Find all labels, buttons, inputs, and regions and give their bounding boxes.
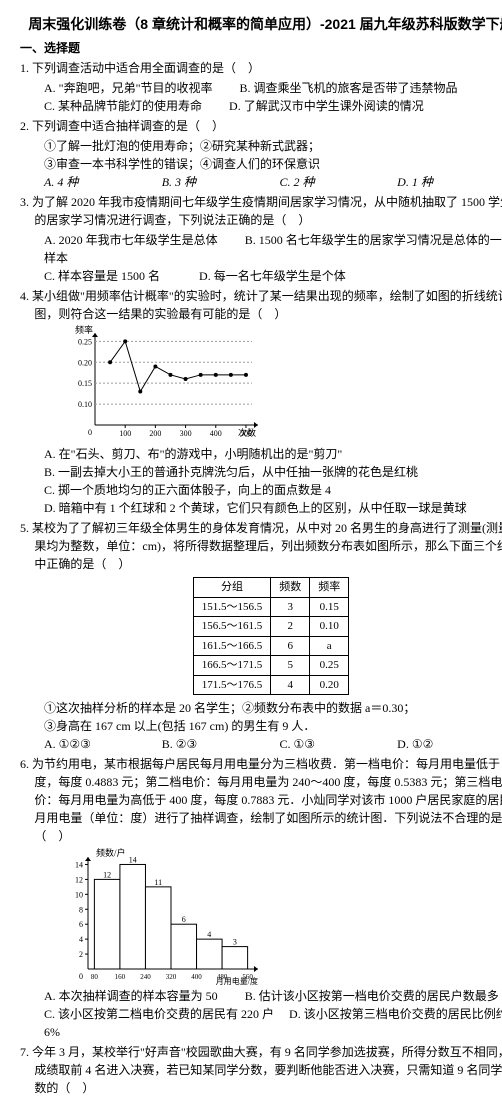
q1-opt-b: B. 调查乘坐飞机的旅客是否带了违禁物品 (239, 81, 457, 95)
svg-text:4: 4 (207, 930, 211, 939)
q3-opt-d: D. 每一名七年级学生是个体 (199, 269, 346, 283)
page-title: 周末强化训练卷（8 章统计和概率的简单应用）-2021 届九年级苏科版数学下册 (20, 14, 502, 35)
q2-opt-a: A. 4 种 (44, 173, 159, 191)
svg-text:300: 300 (180, 429, 192, 438)
q5-opt-a: A. ①②③ (44, 735, 159, 753)
question-2: 2. 下列调查中适合抽样调查的是（ ） (20, 117, 502, 135)
q2-line2: ③审查一本书科学性的错误；④调查人们的环保意识 (20, 155, 502, 173)
svg-text:月用电量/度: 月用电量/度 (216, 976, 258, 986)
svg-text:6: 6 (79, 920, 83, 929)
q5-frequency-table: 分组频数频率 151.5～156.530.15156.5～161.520.101… (193, 577, 350, 695)
svg-text:频率: 频率 (75, 325, 93, 335)
q2-opt-c: C. 2 种 (279, 173, 394, 191)
svg-text:14: 14 (129, 855, 137, 864)
q4-opt-a: A. 在"石头、剪刀、布"的游戏中，小明随机出的是"剪刀" (20, 445, 502, 463)
question-1: 1. 下列调查活动中适合用全面调查的是（ ） (20, 59, 502, 77)
svg-text:0.25: 0.25 (78, 337, 92, 346)
q4-opt-c: C. 掷一个质地均匀的正六面体骰子，向上的面点数是 4 (20, 481, 502, 499)
q1-opt-d: D. 了解武汉市中学生课外阅读的情况 (229, 99, 424, 113)
question-7: 7. 今年 3 月，某校举行"好声音"校园歌曲大赛，有 9 名同学参加选拔赛，所… (20, 1043, 502, 1097)
svg-text:0: 0 (88, 428, 92, 437)
q6-bar-chart: 246810121412141164380160240320400480560频… (60, 847, 260, 987)
q2-line1: ①了解一批灯泡的使用寿命；②研究某种新式武器； (20, 137, 502, 155)
svg-text:0.15: 0.15 (78, 379, 92, 388)
section-1-heading: 一、选择题 (20, 39, 502, 57)
svg-text:400: 400 (191, 973, 202, 981)
svg-text:0.20: 0.20 (78, 358, 92, 367)
svg-text:12: 12 (103, 870, 111, 879)
svg-text:14: 14 (75, 860, 83, 869)
q5-opt-d: D. ①② (397, 735, 502, 753)
svg-text:次数: 次数 (238, 427, 256, 438)
q1-opt-a: A. "奔跑吧，兄弟"节目的收视率 (44, 81, 212, 95)
svg-text:100: 100 (119, 429, 131, 438)
q2-opt-b: B. 3 种 (162, 173, 277, 191)
question-3: 3. 为了解 2020 年我市疫情期间七年级学生疫情期间居家学习情况，从中随机抽… (20, 193, 502, 229)
q4-line-chart: 0.100.150.200.25100200300400500次数频率0 (60, 325, 260, 445)
svg-text:160: 160 (115, 973, 126, 981)
svg-text:80: 80 (91, 973, 99, 981)
svg-text:8: 8 (79, 905, 83, 914)
svg-text:240: 240 (140, 973, 151, 981)
svg-text:2: 2 (79, 950, 83, 959)
q6-opt-a: A. 本次抽样调查的样本容量为 50 (44, 989, 218, 1003)
svg-text:0.10: 0.10 (78, 400, 92, 409)
q6-opt-b: B. 估计该小区按第一档电价交费的居民户数最多 (245, 989, 499, 1003)
q5-statement-1: ①这次抽样分析的样本是 20 名学生；②频数分布表中的数据 a＝0.30； (20, 699, 502, 717)
question-5: 5. 某校为了了解初三年级全体男生的身体发育情况，从中对 20 名男生的身高进行… (20, 519, 502, 573)
q4-opt-d: D. 暗箱中有 1 个红球和 2 个黄球，它们只有颜色上的区别，从中任取一球是黄… (20, 499, 502, 517)
q3-opt-c: C. 样本容量是 1500 名 (44, 269, 160, 283)
svg-text:200: 200 (149, 429, 161, 438)
q2-opt-d: D. 1 种 (397, 173, 502, 191)
question-4: 4. 某小组做"用频率估计概率"的实验时，统计了某一结果出现的频率，绘制了如图的… (20, 287, 502, 323)
q4-opt-b: B. 一副去掉大小王的普通扑克牌洗匀后，从中任抽一张牌的花色是红桃 (20, 463, 502, 481)
svg-text:0: 0 (79, 972, 83, 981)
svg-text:12: 12 (75, 875, 83, 884)
q1-opt-c: C. 某种品牌节能灯的使用寿命 (44, 99, 202, 113)
q5-statement-2: ③身高在 167 cm 以上(包括 167 cm) 的男生有 9 人． (20, 717, 502, 735)
svg-text:400: 400 (210, 429, 222, 438)
svg-text:频数/户: 频数/户 (96, 847, 126, 858)
svg-text:6: 6 (182, 915, 186, 924)
svg-text:4: 4 (79, 935, 83, 944)
q6-opt-c: C. 该小区按第二档电价交费的居民有 220 户 (44, 1007, 274, 1021)
q5-opt-c: C. ①③ (279, 735, 394, 753)
question-6: 6. 为节约用电，某市根据每户居民每月用电量分为三档收费．第一档电价：每月用电量… (20, 755, 502, 845)
q3-opt-a: A. 2020 年我市七年级学生是总体 (44, 233, 218, 247)
q5-opt-b: B. ②③ (162, 735, 277, 753)
svg-text:3: 3 (233, 938, 237, 947)
svg-text:11: 11 (154, 878, 162, 887)
svg-text:320: 320 (166, 973, 177, 981)
svg-text:10: 10 (75, 890, 83, 899)
